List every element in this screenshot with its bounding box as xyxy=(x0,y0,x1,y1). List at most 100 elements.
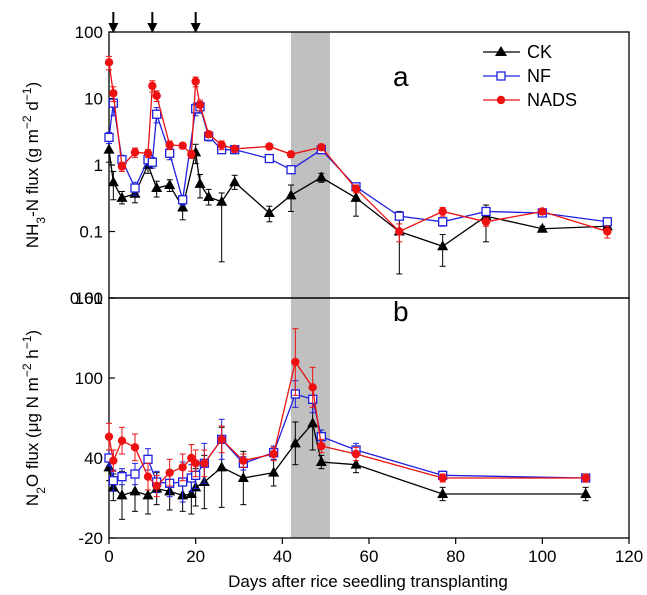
x-tick-label: 80 xyxy=(446,547,465,566)
point-b-ck xyxy=(185,488,197,498)
point-a-nads xyxy=(165,140,174,150)
point-b-ck xyxy=(216,461,228,472)
y-tick-label-a: 0.1 xyxy=(79,223,103,242)
y-tick-label-b: 40 xyxy=(84,449,103,468)
point-a-nads xyxy=(117,162,127,171)
point-a-ck xyxy=(103,143,115,154)
point-a-nads xyxy=(317,143,326,152)
shaded-period xyxy=(291,32,330,538)
point-a-nads xyxy=(109,89,118,98)
point-a-nads xyxy=(152,91,161,100)
point-a-nads xyxy=(265,142,274,151)
point-a-nads xyxy=(230,144,239,154)
point-b-ck xyxy=(580,488,592,498)
point-b-nads xyxy=(104,432,114,441)
point-b-nads xyxy=(117,436,127,445)
fertilization-arrow-head xyxy=(190,23,201,33)
point-a-nf xyxy=(481,206,491,217)
point-a-nads xyxy=(286,150,296,159)
point-a-nf xyxy=(130,183,140,193)
point-b-ck xyxy=(268,466,280,477)
point-a-nf xyxy=(286,165,296,175)
point-a-nads xyxy=(191,77,200,86)
series-a-ck xyxy=(103,136,613,275)
series-line-b-nads xyxy=(108,360,586,487)
point-b-nads xyxy=(438,473,447,483)
point-b-ck xyxy=(289,437,301,448)
point-a-nads xyxy=(538,207,547,216)
x-tick-label: 60 xyxy=(360,547,379,566)
point-a-nads xyxy=(395,227,404,236)
point-a-nads xyxy=(104,58,114,67)
point-b-ck xyxy=(437,488,449,498)
point-a-nads xyxy=(351,184,361,193)
shaded-period-band xyxy=(291,32,330,538)
point-b-ck xyxy=(315,456,327,466)
legend-entry-nads: NADS xyxy=(483,90,577,110)
point-b-nads xyxy=(239,456,248,465)
x-tick-label: 40 xyxy=(273,547,292,566)
point-b-nads xyxy=(178,463,187,472)
point-a-nads xyxy=(217,140,226,150)
series-b-nf xyxy=(104,380,591,503)
y-tick-label-b: -20 xyxy=(78,529,103,548)
point-a-ck xyxy=(536,222,548,233)
point-b-ck xyxy=(142,489,154,500)
point-a-nads xyxy=(187,150,196,159)
point-a-nf xyxy=(178,195,188,205)
legend-entry-nf: NF xyxy=(483,66,551,86)
x-axis-label: Days after rice seedling transplanting xyxy=(228,572,508,591)
legend-marker-nf xyxy=(496,71,506,81)
point-a-nads xyxy=(178,141,187,150)
point-b-nads xyxy=(317,441,326,451)
y-tick-label-a: 1 xyxy=(94,156,103,175)
point-b-nads xyxy=(165,468,174,477)
point-b-ck xyxy=(237,472,249,482)
point-b-ck xyxy=(350,458,362,469)
point-b-nf xyxy=(130,469,140,479)
point-a-ck xyxy=(116,191,128,202)
point-b-nads xyxy=(217,435,226,444)
point-b-nads xyxy=(130,443,140,452)
point-a-ck xyxy=(350,191,362,202)
point-b-ck xyxy=(129,485,141,496)
point-b-ck xyxy=(307,417,319,428)
point-a-nads xyxy=(130,148,140,157)
point-b-nf xyxy=(117,472,127,482)
point-a-nf xyxy=(104,132,114,143)
point-a-nf xyxy=(152,109,162,119)
point-b-nf xyxy=(143,454,153,464)
point-b-nads xyxy=(143,472,153,481)
point-a-nf xyxy=(147,157,157,167)
fertilization-arrow-head xyxy=(108,23,119,33)
point-a-ck xyxy=(151,182,163,193)
point-a-nads xyxy=(481,217,491,226)
legend-label-ck: CK xyxy=(527,42,552,62)
point-a-nf xyxy=(394,211,404,221)
point-a-ck xyxy=(216,195,228,206)
point-b-nads xyxy=(200,459,209,468)
legend: CK NF NADS xyxy=(483,42,577,110)
point-b-nads xyxy=(109,456,118,465)
series-b-nads xyxy=(104,328,590,498)
point-a-ck xyxy=(177,201,189,212)
point-a-nads xyxy=(204,130,213,139)
point-a-nads xyxy=(603,227,612,236)
y-tick-label-b: 100 xyxy=(75,369,103,388)
legend-label-nads: NADS xyxy=(527,90,577,110)
point-a-ck xyxy=(164,179,176,190)
point-b-nads xyxy=(152,481,161,491)
point-a-ck xyxy=(315,171,327,182)
point-a-nads xyxy=(143,149,153,158)
legend-entry-ck: CK xyxy=(483,42,552,62)
y-axis-label-b: N2O flux (μg N m−2 h−1) xyxy=(20,330,48,506)
y-tick-label-a: 10 xyxy=(84,90,103,109)
x-tick-label: 0 xyxy=(104,547,113,566)
panel-b-label: b xyxy=(393,296,409,327)
point-a-nf xyxy=(602,217,612,227)
point-a-ck xyxy=(194,177,206,188)
point-a-ck xyxy=(229,176,241,187)
series-b-ck xyxy=(103,396,592,520)
point-a-nf xyxy=(165,148,175,158)
